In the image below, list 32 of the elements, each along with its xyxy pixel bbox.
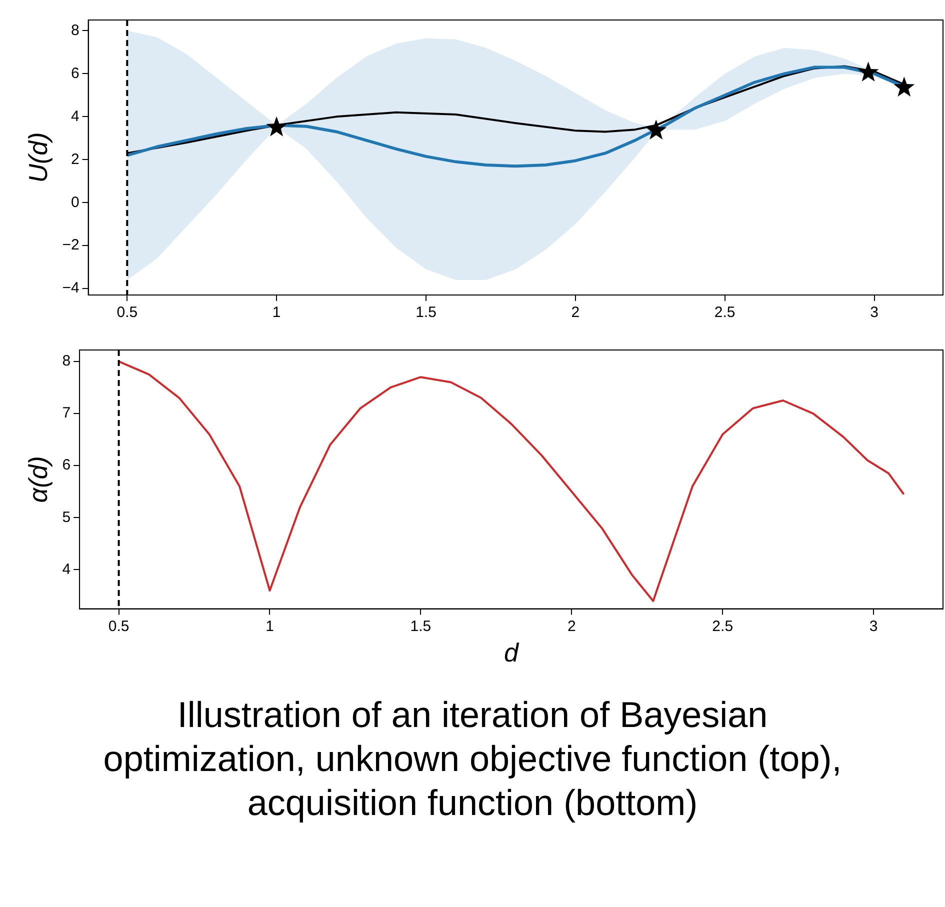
text: Illustration of an iteration of Bayesian optimization, unknown objective function (top), acquisition function (bottom): [102, 693, 843, 825]
y-tick-label: 4: [70, 108, 80, 125]
y-tick-label: 8: [70, 22, 80, 39]
y-tick-label: 8: [62, 352, 71, 370]
x-tick-label: 1: [266, 618, 274, 635]
x-tick-label: 2: [567, 618, 576, 635]
x-tick-label: 1: [272, 304, 281, 322]
y-tick-label: 0: [70, 194, 80, 211]
point: [266, 116, 288, 136]
y-tick-label: 5: [62, 508, 71, 526]
x-tick-label: 2.5: [712, 618, 734, 635]
point: [858, 62, 879, 82]
y-tick-label: −4: [62, 280, 80, 297]
y-axis-title: α(d): [22, 456, 53, 503]
y-tick-label: 6: [62, 456, 71, 474]
x-tick-label: 0.5: [108, 618, 130, 635]
x-tick-label: 1.5: [416, 304, 436, 322]
x-tick-label: 2.5: [714, 304, 736, 322]
y-tick-label: 2: [70, 150, 80, 168]
y-tick-label: 6: [70, 64, 80, 82]
point: [646, 120, 667, 140]
y-axis-title: U(d): [22, 132, 53, 183]
x-tick-label: 0.5: [116, 304, 138, 322]
x-tick-label: 2: [571, 304, 580, 322]
y-tick-label: 4: [62, 560, 71, 578]
y-tick-label: −2: [62, 236, 80, 254]
x-tick-label: 3: [870, 304, 878, 322]
x-axis-title: d: [504, 638, 520, 668]
x-tick-label: 1.5: [410, 618, 432, 635]
x-tick-label: 3: [869, 618, 878, 635]
y-tick-label: 7: [62, 404, 71, 422]
point: [894, 76, 915, 97]
